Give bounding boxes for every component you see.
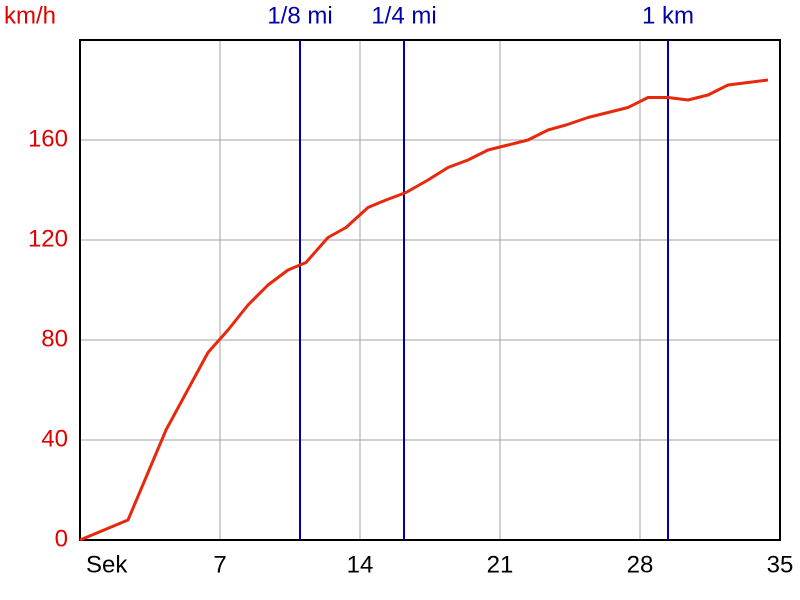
x-tick-label: 35: [767, 551, 794, 578]
y-tick-label: 80: [41, 325, 68, 352]
y-axis-label: km/h: [4, 2, 56, 29]
distance-marker-label: 1/4 mi: [371, 2, 436, 29]
plot-border: [79, 39, 781, 541]
y-tick-label: 0: [55, 525, 68, 552]
x-tick-label: 14: [347, 551, 374, 578]
y-tick-label: 120: [28, 225, 68, 252]
x-tick-label: 21: [487, 551, 514, 578]
x-tick-label: 28: [627, 551, 654, 578]
y-tick-label: 160: [28, 125, 68, 152]
x-tick-label: Sek: [86, 551, 128, 578]
speed-line: [79, 78, 769, 542]
distance-marker-label: 1/8 mi: [267, 2, 332, 29]
distance-marker-label: 1 km: [642, 2, 694, 29]
x-tick-label: 7: [213, 551, 226, 578]
y-tick-label: 40: [41, 425, 68, 452]
